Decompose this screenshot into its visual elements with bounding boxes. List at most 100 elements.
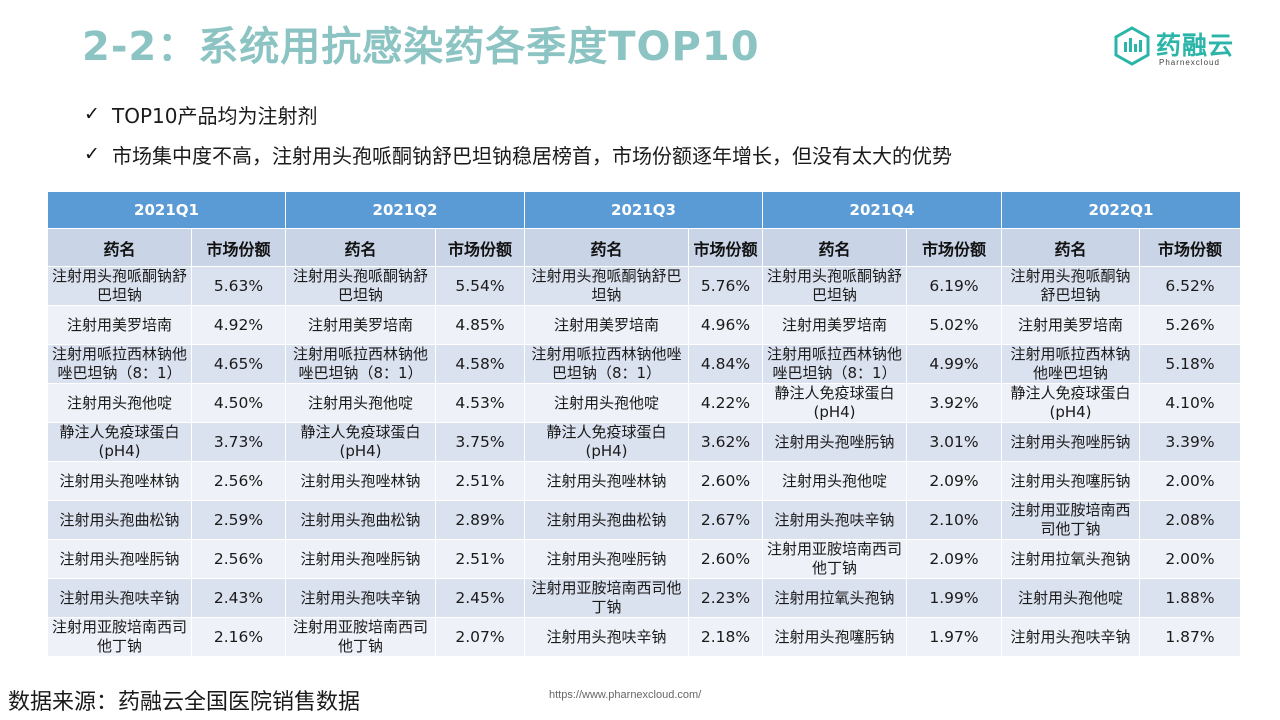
market-share-cell: 2.56% [191,539,286,579]
drug-name-cell: 注射用头孢哌酮钠舒巴坦钠 [285,266,436,306]
bullet-list: ✓ TOP10产品均为注射剂 ✓ 市场集中度不高，注射用头孢哌酮钠舒巴坦钠稳居榜… [84,94,952,174]
drug-name-cell: 注射用头孢唑林钠 [285,461,436,501]
drug-name-cell: 注射用头孢哌酮钠舒巴坦钠 [524,266,689,306]
drug-name-cell: 注射用头孢唑肟钠 [285,539,436,579]
market-share-cell: 2.23% [688,578,763,618]
table-row: 静注人免疫球蛋白(pH4) 3.73% 静注人免疫球蛋白(pH4) 3.75% 静注人免… [47,422,1241,462]
quarter-header: 2021Q1 [47,191,286,229]
drug-name-cell: 注射用头孢曲松钠 [285,500,436,540]
drug-name-cell: 静注人免疫球蛋白(pH4) [285,422,436,462]
market-share-cell: 2.09% [906,539,1002,579]
drug-name-cell: 注射用美罗培南 [524,305,689,345]
market-share-cell: 5.76% [688,266,763,306]
market-share-cell: 2.09% [906,461,1002,501]
drug-name-cell: 注射用哌拉西林钠他唑巴坦钠（8：1） [524,344,689,384]
quarter-header-row: 2021Q1 2021Q2 2021Q3 2021Q4 2022Q1 [47,191,1241,229]
table-row: 注射用头孢唑林钠 2.56% 注射用头孢唑林钠 2.51% 注射用头孢唑林钠 2.60% 注… [47,461,1241,501]
drug-name-cell: 注射用头孢唑肟钠 [47,539,192,579]
drug-name-cell: 注射用亚胺培南西司他丁钠 [1001,500,1140,540]
share-column-header: 市场份额 [906,228,1002,267]
drug-column-header: 药名 [1001,228,1140,267]
quarter-header: 2021Q2 [285,191,525,229]
drug-name-cell: 注射用头孢他啶 [47,383,192,423]
drug-name-cell: 注射用美罗培南 [1001,305,1140,345]
checkmark-icon: ✓ [84,143,100,165]
table-row: 注射用头孢唑肟钠 2.56% 注射用头孢唑肟钠 2.51% 注射用头孢唑肟钠 2.60% 注… [47,539,1241,579]
drug-name-cell: 静注人免疫球蛋白(pH4) [762,383,907,423]
market-share-cell: 6.52% [1139,266,1241,306]
market-share-cell: 1.97% [906,617,1002,657]
drug-name-cell: 注射用拉氧头孢钠 [1001,539,1140,579]
top10-table: 2021Q1 2021Q2 2021Q3 2021Q4 2022Q1 药名 市场… [47,191,1241,657]
market-share-cell: 3.73% [191,422,286,462]
share-column-header: 市场份额 [435,228,525,267]
drug-name-cell: 注射用美罗培南 [762,305,907,345]
drug-name-cell: 静注人免疫球蛋白(pH4) [524,422,689,462]
hexagon-molecule-icon [1114,26,1150,66]
page-title: 2-2：系统用抗感染药各季度TOP10 [82,24,760,70]
market-share-cell: 4.58% [435,344,525,384]
bullet-item: ✓ 市场集中度不高，注射用头孢哌酮钠舒巴坦钠稳居榜首，市场份额逐年增长，但没有太… [84,134,952,174]
market-share-cell: 2.60% [688,539,763,579]
table-row: 注射用头孢哌酮钠舒巴坦钠 5.63% 注射用头孢哌酮钠舒巴坦钠 5.54% 注射用头孢哌… [47,266,1241,306]
table-row: 注射用美罗培南 4.92% 注射用美罗培南 4.85% 注射用美罗培南 4.96% 注射用美… [47,305,1241,345]
market-share-cell: 2.59% [191,500,286,540]
market-share-cell: 5.26% [1139,305,1241,345]
market-share-cell: 2.60% [688,461,763,501]
market-share-cell: 2.00% [1139,461,1241,501]
drug-name-cell: 注射用头孢哌酮钠舒巴坦钠 [1001,266,1140,306]
drug-column-header: 药名 [762,228,907,267]
market-share-cell: 2.18% [688,617,763,657]
drug-name-cell: 注射用头孢呋辛钠 [1001,617,1140,657]
drug-name-cell: 静注人免疫球蛋白(pH4) [1001,383,1140,423]
market-share-cell: 2.00% [1139,539,1241,579]
table-row: 注射用哌拉西林钠他唑巴坦钠（8：1） 4.65% 注射用哌拉西林钠他唑巴坦钠（8：1… [47,344,1241,384]
market-share-cell: 1.88% [1139,578,1241,618]
market-share-cell: 2.67% [688,500,763,540]
market-share-cell: 5.18% [1139,344,1241,384]
drug-column-header: 药名 [47,228,192,267]
market-share-cell: 2.89% [435,500,525,540]
drug-name-cell: 注射用亚胺培南西司他丁钠 [762,539,907,579]
drug-name-cell: 注射用头孢噻肟钠 [762,617,907,657]
market-share-cell: 6.19% [906,266,1002,306]
market-share-cell: 1.99% [906,578,1002,618]
drug-name-cell: 注射用头孢他啶 [285,383,436,423]
market-share-cell: 2.51% [435,461,525,501]
website-url: https://www.pharnexcloud.com/ [549,689,702,701]
drug-name-cell: 注射用哌拉西林钠他唑巴坦钠（8：1） [285,344,436,384]
quarter-header: 2021Q3 [524,191,763,229]
table-body: 注射用头孢哌酮钠舒巴坦钠 5.63% 注射用头孢哌酮钠舒巴坦钠 5.54% 注射用头孢哌… [47,266,1241,657]
drug-name-cell: 注射用头孢哌酮钠舒巴坦钠 [762,266,907,306]
drug-name-cell: 注射用哌拉西林钠他唑巴坦钠（8：1） [762,344,907,384]
drug-name-cell: 注射用亚胺培南西司他丁钠 [47,617,192,657]
logo-name: 药融云 [1156,31,1235,60]
market-share-cell: 4.10% [1139,383,1241,423]
bullet-text: TOP10产品均为注射剂 [112,103,318,128]
drug-name-cell: 注射用哌拉西林钠他唑巴坦钠 [1001,344,1140,384]
table-row: 注射用头孢他啶 4.50% 注射用头孢他啶 4.53% 注射用头孢他啶 4.22% 静注人免… [47,383,1241,423]
logo-subtitle: Pharnexcloud [1159,58,1220,67]
drug-name-cell: 注射用美罗培南 [47,305,192,345]
market-share-cell: 4.50% [191,383,286,423]
market-share-cell: 4.22% [688,383,763,423]
bullet-text: 市场集中度不高，注射用头孢哌酮钠舒巴坦钠稳居榜首，市场份额逐年增长，但没有太大的… [112,143,952,168]
market-share-cell: 5.54% [435,266,525,306]
market-share-cell: 4.99% [906,344,1002,384]
quarter-header: 2022Q1 [1001,191,1241,229]
column-header-row: 药名 市场份额 药名 市场份额 药名 市场份额 药名 市场份额 药名 市场份额 [47,228,1241,267]
share-column-header: 市场份额 [191,228,286,267]
drug-name-cell: 注射用亚胺培南西司他丁钠 [524,578,689,618]
market-share-cell: 2.16% [191,617,286,657]
share-column-header: 市场份额 [1139,228,1241,267]
market-share-cell: 2.56% [191,461,286,501]
drug-name-cell: 注射用美罗培南 [285,305,436,345]
drug-name-cell: 静注人免疫球蛋白(pH4) [47,422,192,462]
market-share-cell: 2.10% [906,500,1002,540]
drug-name-cell: 注射用头孢呋辛钠 [762,500,907,540]
share-column-header: 市场份额 [688,228,763,267]
market-share-cell: 4.53% [435,383,525,423]
market-share-cell: 4.96% [688,305,763,345]
drug-name-cell: 注射用头孢曲松钠 [47,500,192,540]
table-row: 注射用头孢曲松钠 2.59% 注射用头孢曲松钠 2.89% 注射用头孢曲松钠 2.67% 注… [47,500,1241,540]
